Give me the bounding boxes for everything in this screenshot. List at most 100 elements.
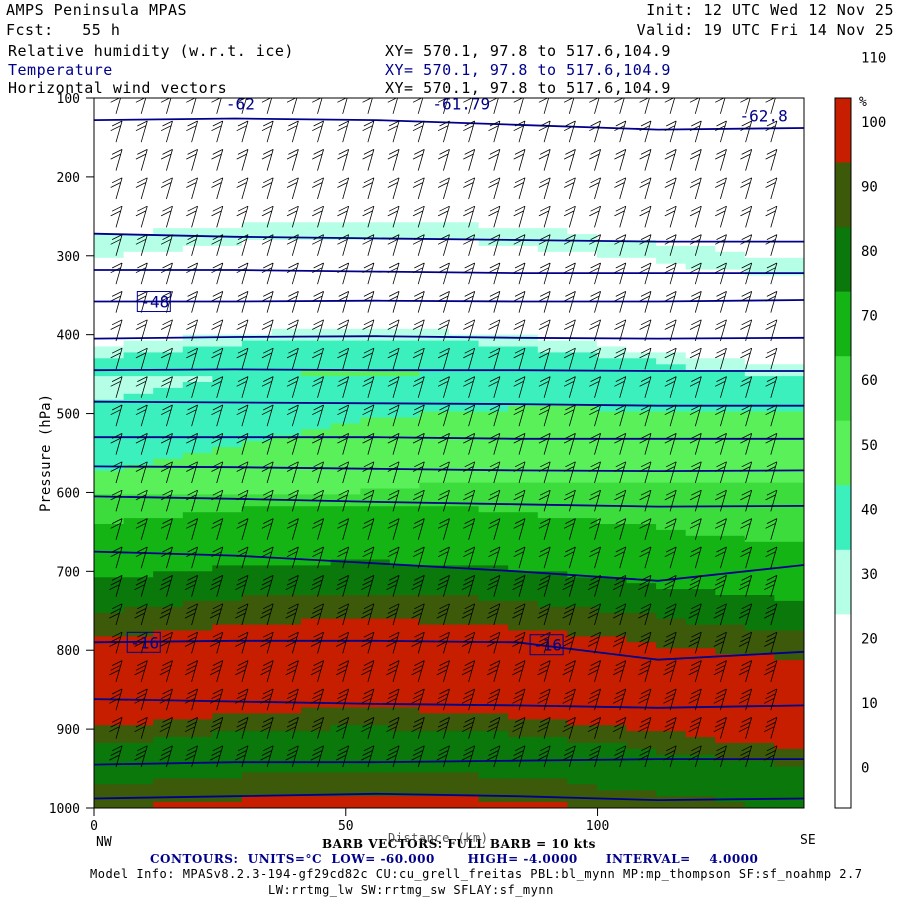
rh-cell: [153, 482, 184, 490]
rh-cell: [567, 417, 598, 424]
rh-cell: [153, 281, 184, 288]
rh-cell: [271, 281, 302, 288]
wind-barb: [412, 177, 425, 200]
rh-cell: [626, 145, 657, 152]
rh-cell: [449, 228, 480, 235]
rh-cell: [123, 234, 154, 241]
wind-barb: [463, 319, 476, 342]
wind-barb: [589, 489, 601, 512]
rh-cell: [94, 778, 125, 785]
rh-cell: [567, 340, 598, 348]
rh-cell: [419, 766, 450, 774]
rh-cell: [241, 748, 273, 756]
rh-cell: [626, 346, 657, 353]
rh-cell: [656, 382, 687, 389]
rh-cell: [241, 506, 273, 513]
rh-cell: [744, 571, 775, 578]
rh-cell: [241, 547, 273, 555]
rh-cell: [537, 464, 568, 472]
wind-barb: [614, 347, 627, 370]
rh-cell: [301, 358, 332, 365]
rh-cell: [596, 458, 628, 466]
rh-cell: [656, 630, 687, 637]
rh-cell: [123, 535, 154, 543]
rh-cell: [596, 115, 628, 123]
rh-cell: [626, 163, 657, 170]
rh-cell: [360, 346, 391, 353]
rh-cell: [94, 553, 125, 561]
rh-cell: [685, 754, 716, 762]
rh-cell: [389, 612, 420, 620]
rh-cell: [537, 559, 568, 566]
rh-cell: [567, 683, 598, 691]
rh-cell: [360, 754, 391, 762]
rh-cell: [774, 222, 804, 229]
rh-cell: [301, 186, 332, 194]
rh-cell: [123, 163, 154, 170]
rh-cell: [330, 535, 361, 543]
rh-cell: [478, 565, 509, 572]
rh-cell: [182, 186, 213, 194]
rh-cell: [449, 488, 480, 495]
rh-cell: [153, 636, 184, 643]
rh-cell: [419, 778, 450, 785]
rh-cell: [567, 470, 598, 478]
rh-cell: [508, 790, 539, 797]
rh-cell: [212, 133, 243, 140]
rh-cell: [212, 269, 243, 277]
rh-cell: [212, 453, 243, 460]
wind-barb: [738, 745, 753, 768]
wind-barb: [186, 433, 198, 455]
rh-cell: [478, 287, 509, 294]
rh-cell: [241, 180, 273, 188]
y-tick-label: 600: [57, 486, 80, 501]
rh-cell: [330, 316, 361, 324]
rh-cell: [449, 169, 480, 176]
wind-barb: [538, 347, 551, 370]
rh-cell: [241, 618, 273, 626]
rh-cell: [744, 387, 775, 395]
rh-cell: [449, 382, 480, 389]
rh-cell: [596, 145, 628, 152]
rh-cell: [774, 464, 804, 472]
rh-cell: [449, 240, 480, 247]
rh-cell: [685, 429, 716, 436]
rh-cell: [123, 352, 154, 359]
rh-cell: [123, 299, 154, 306]
rh-cell: [123, 151, 154, 158]
rh-cell: [596, 618, 628, 626]
rh-cell: [301, 778, 332, 785]
wind-barb: [538, 489, 551, 512]
rh-cell: [656, 535, 687, 543]
wind-barb: [715, 120, 727, 143]
colorbar-label: 60: [861, 373, 878, 389]
rh-cell: [330, 334, 361, 342]
rh-cell: [182, 482, 213, 490]
wind-barb: [285, 688, 299, 711]
rh-cell: [330, 251, 361, 259]
rh-cell: [360, 316, 391, 324]
rh-cell: [744, 151, 775, 158]
rh-cell: [744, 216, 775, 223]
rh-cell: [596, 494, 628, 501]
rh-cell: [744, 464, 775, 472]
rh-cell: [626, 358, 657, 365]
rh-cell: [182, 784, 213, 791]
rh-cell: [449, 790, 480, 797]
rh-cell: [360, 571, 391, 578]
rh-cell: [478, 133, 509, 140]
rh-cell: [360, 382, 391, 389]
rh-cell: [567, 169, 598, 176]
rh-cell: [123, 370, 154, 377]
rh-cell: [656, 157, 687, 164]
rh-cell: [715, 482, 746, 490]
rh-cell: [478, 559, 509, 566]
rh-cell: [537, 127, 568, 135]
rh-cell: [212, 529, 243, 537]
rh-cell: [212, 257, 243, 265]
wind-barb: [236, 291, 249, 313]
colorbar-segment: [835, 743, 851, 809]
rh-cell: [212, 725, 243, 732]
rh-cell: [656, 198, 687, 206]
rh-cell: [715, 583, 746, 590]
